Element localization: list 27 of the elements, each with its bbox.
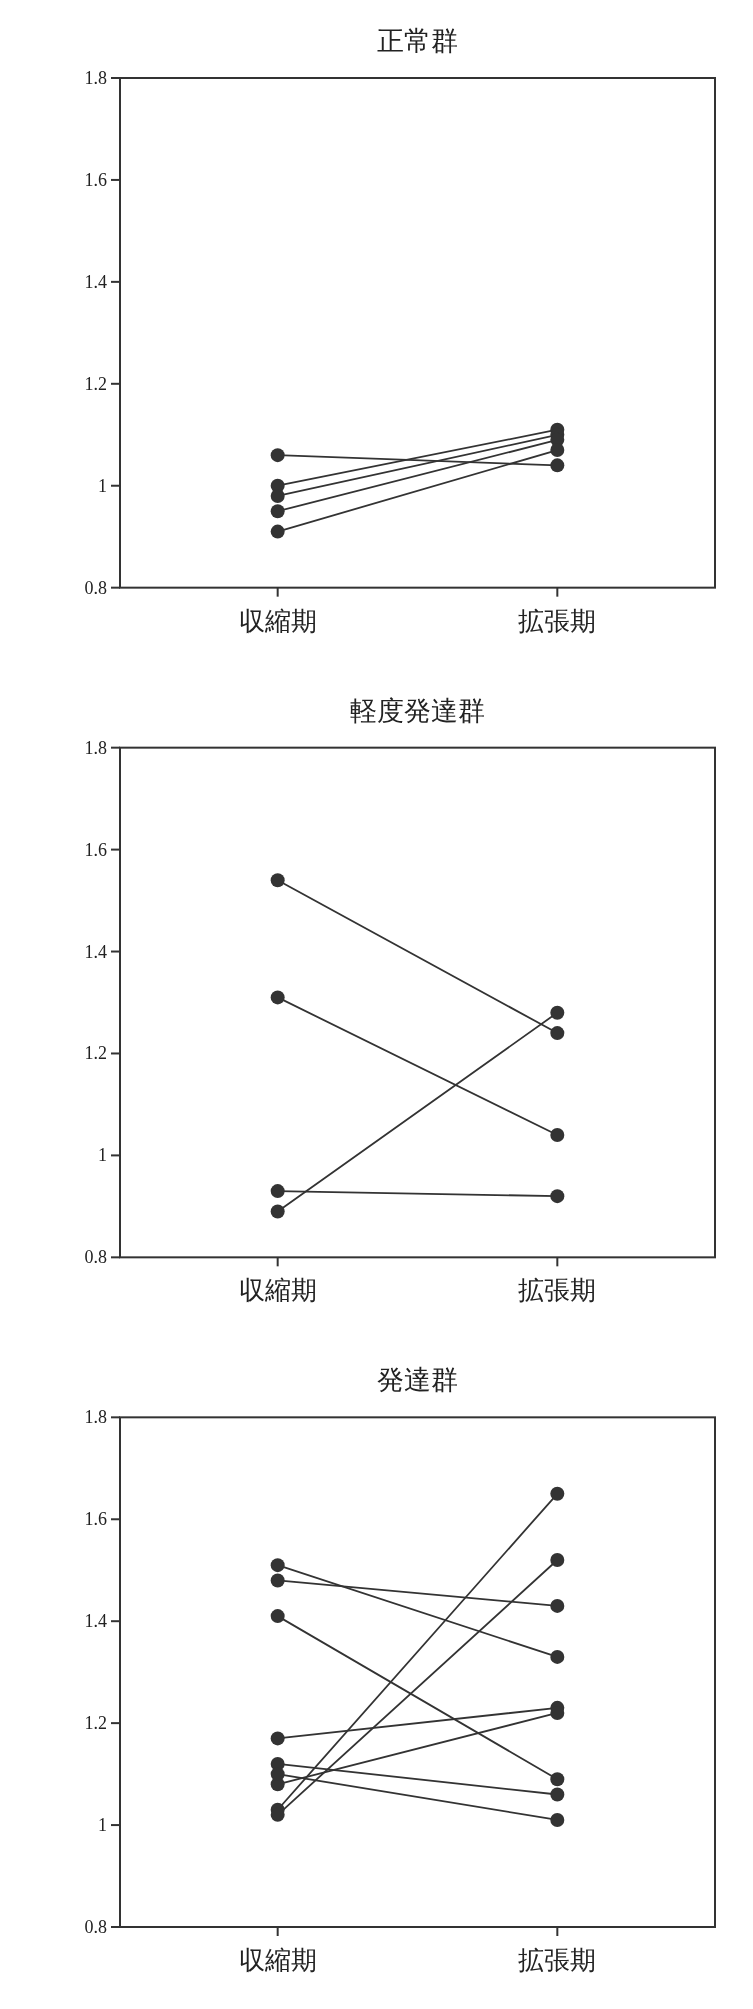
x-tick-label: 収縮期 — [238, 1946, 317, 1975]
y-tick-label: 1.2 — [84, 1043, 107, 1064]
y-tick-label: 1.8 — [84, 1407, 107, 1428]
y-tick-label: 1 — [98, 475, 107, 496]
y-tick-label: 1.6 — [84, 839, 107, 860]
y-tick-label: 0.8 — [84, 1917, 107, 1937]
y-tick-label: 1.4 — [84, 1611, 107, 1632]
y-tick-label: 0.8 — [84, 1247, 107, 1268]
y-tick-label: 1.2 — [84, 373, 107, 394]
y-tick-label: 1.2 — [84, 1713, 107, 1734]
x-tick-label: 収縮期 — [238, 606, 317, 636]
y-tick-label: 1 — [98, 1815, 107, 1836]
y-tick-label: 1.4 — [84, 941, 107, 962]
y-tick-label: 1.8 — [84, 737, 107, 758]
chart-title: 正常群 — [377, 26, 458, 56]
x-tick-label: 拡張期 — [518, 1946, 597, 1975]
y-tick-label: 1.8 — [84, 68, 107, 88]
x-tick-label: 収縮期 — [238, 1276, 317, 1306]
x-tick-label: 拡張期 — [518, 606, 597, 636]
chart-title: 軽度発達群 — [350, 695, 485, 726]
x-tick-label: 拡張期 — [518, 1276, 597, 1306]
y-tick-label: 1.6 — [84, 1509, 107, 1530]
y-tick-label: 0.8 — [84, 577, 107, 598]
chart-title: 発達群 — [377, 1365, 458, 1396]
y-tick-label: 1.6 — [84, 169, 107, 190]
y-tick-label: 1.4 — [84, 271, 107, 292]
y-tick-label: 1 — [98, 1145, 107, 1166]
